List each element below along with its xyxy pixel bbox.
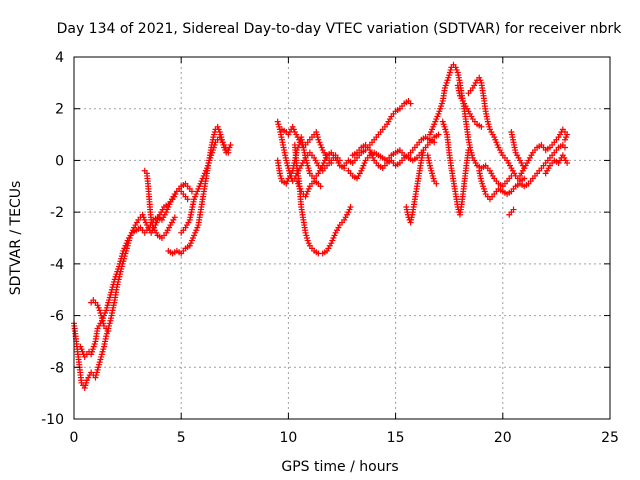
x-tick-label: 20 (494, 430, 512, 446)
y-tick-label: -8 (50, 360, 64, 376)
data-point (521, 175, 528, 182)
data-point (510, 206, 517, 213)
data-point (433, 180, 440, 187)
series-d2 (439, 118, 472, 218)
data-point (227, 141, 234, 148)
series-d5 (476, 141, 568, 203)
series-b4 (278, 123, 335, 167)
series-c1 (341, 97, 414, 169)
series-d4 (465, 74, 528, 185)
series-b5 (293, 178, 324, 200)
x-axis-label: GPS time / hours (281, 459, 398, 475)
y-tick-label: 2 (55, 102, 64, 118)
x-tick-label: 0 (70, 430, 79, 446)
data-point (328, 160, 335, 167)
series-c3 (349, 134, 438, 172)
series-d3 (454, 82, 485, 130)
data-point (564, 160, 571, 167)
data-point (184, 196, 191, 203)
y-tick-label: 0 (55, 153, 64, 169)
data-point (188, 188, 195, 195)
series-d1 (426, 61, 515, 190)
series-a6 (178, 134, 232, 236)
x-tick-label: 10 (279, 430, 297, 446)
data-point (317, 183, 324, 190)
plot-frame (73, 56, 611, 420)
y-axis-label: SDTVAR / TECUs (8, 181, 24, 296)
data-point (431, 139, 438, 146)
data-points (71, 61, 571, 391)
data-point (521, 165, 528, 172)
series-a3 (88, 297, 112, 335)
data-point (225, 149, 232, 156)
series-d9 (542, 152, 571, 177)
data-point (105, 328, 112, 335)
data-point (403, 203, 410, 210)
y-tick-label: -4 (50, 257, 64, 273)
axis-ticks: 0 5 10 15 20 25 -10 -8 -6 -4 -2 0 2 4 (41, 50, 619, 446)
y-tick-label: 4 (55, 50, 64, 66)
y-tick-label: -10 (41, 412, 64, 428)
series-c4 (403, 147, 427, 226)
series-d6 (516, 126, 571, 179)
data-point (561, 136, 568, 143)
series-a4 (141, 167, 178, 241)
data-point (478, 123, 485, 130)
data-point (407, 100, 414, 107)
x-tick-label: 25 (601, 430, 619, 446)
series-d7 (508, 128, 528, 172)
y-tick-label: -2 (50, 205, 64, 221)
series-c5 (424, 152, 440, 187)
series-b3 (291, 141, 354, 257)
data-point (561, 144, 568, 151)
data-point (465, 147, 472, 154)
x-tick-label: 5 (177, 430, 186, 446)
data-point (435, 131, 442, 138)
data-point (171, 214, 178, 221)
y-tick-label: -6 (50, 309, 64, 325)
chart-title: Day 134 of 2021, Sidereal Day-to-day VTE… (57, 21, 623, 37)
data-point (347, 203, 354, 210)
series-d8 (506, 206, 517, 218)
x-tick-label: 15 (387, 430, 405, 446)
